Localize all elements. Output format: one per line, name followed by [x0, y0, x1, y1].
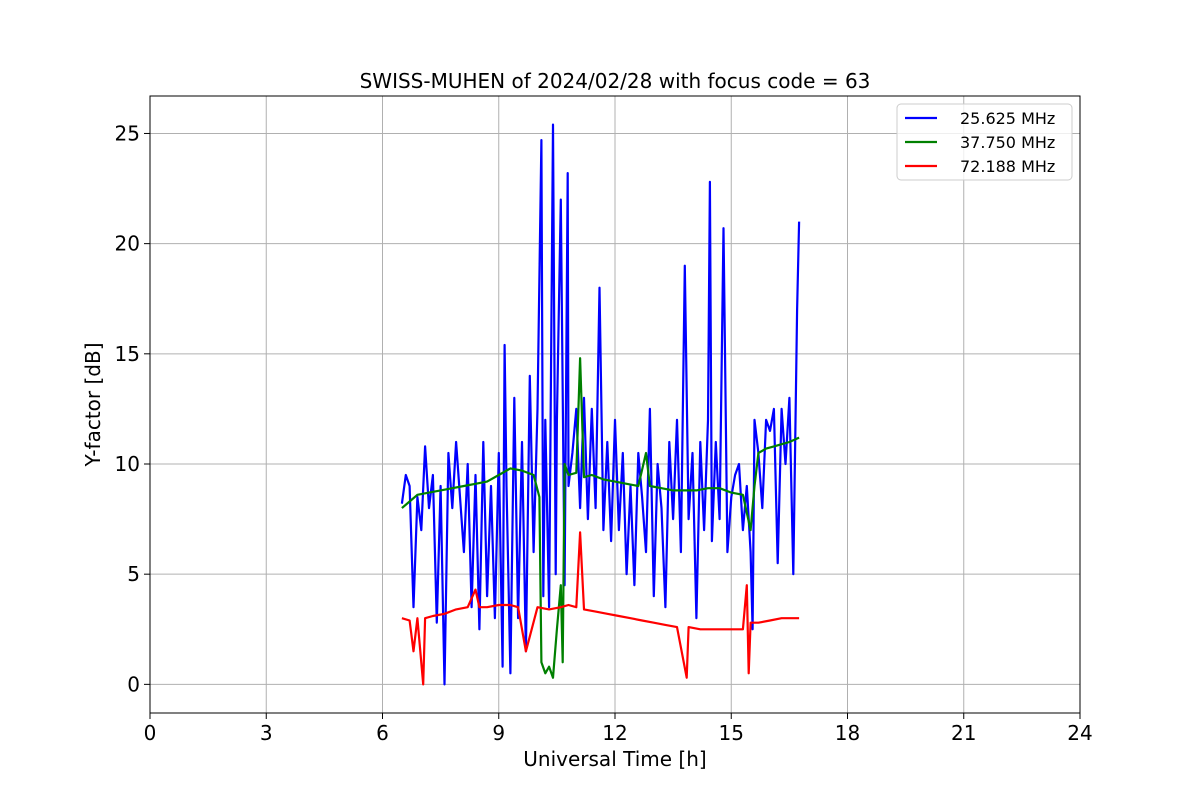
x-tick-label: 15 — [719, 721, 744, 745]
x-tick-label: 12 — [602, 721, 627, 745]
x-tick-label: 9 — [492, 721, 505, 745]
x-tick-label: 3 — [260, 721, 273, 745]
ticks: 0 3 6 9 12 15 18 21 24 0 5 10 15 20 25 — [115, 121, 1093, 745]
legend-box — [896, 103, 1073, 181]
legend-label: 37.750 MHz — [960, 133, 1055, 152]
x-tick-label: 0 — [144, 721, 157, 745]
y-axis-label: Y-factor [dB] — [81, 342, 105, 467]
y-tick-label: 25 — [115, 121, 140, 145]
y-tick-label: 10 — [115, 452, 140, 476]
series-layer — [400, 123, 801, 686]
y-tick-label: 5 — [127, 562, 140, 586]
chart-title: SWISS-MUHEN of 2024/02/28 with focus cod… — [360, 69, 871, 93]
y-tick-label: 15 — [115, 342, 140, 366]
x-tick-label: 24 — [1067, 721, 1092, 745]
series-line-3 — [401, 531, 800, 686]
x-tick-label: 21 — [951, 721, 976, 745]
y-tick-label: 20 — [115, 232, 140, 256]
x-axis-label: Universal Time [h] — [523, 747, 706, 771]
series-line-2 — [401, 357, 800, 679]
series-line-1 — [400, 123, 801, 686]
legend: 25.625 MHz 37.750 MHz 72.188 MHz — [896, 103, 1073, 181]
legend-label: 72.188 MHz — [960, 157, 1055, 176]
legend-label: 25.625 MHz — [960, 109, 1055, 128]
y-tick-label: 0 — [127, 672, 140, 696]
x-tick-label: 6 — [376, 721, 389, 745]
x-tick-label: 18 — [835, 721, 860, 745]
